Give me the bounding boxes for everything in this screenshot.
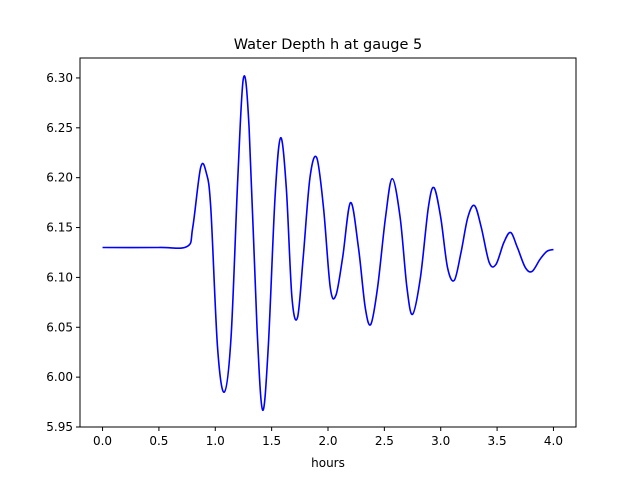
x-tick-label: 2.0 xyxy=(318,434,337,448)
y-tick-label: 6.20 xyxy=(46,171,73,185)
x-tick-label: 1.0 xyxy=(206,434,225,448)
x-tick-label: 2.5 xyxy=(375,434,394,448)
y-tick-label: 6.10 xyxy=(46,270,73,284)
x-axis-label: hours xyxy=(311,456,345,470)
y-tick-label: 6.25 xyxy=(46,121,73,135)
plot-area: 0.0 0.5 1.0 1.5 2.0 2.5 3.0 3.5 4.0 5.95 6.00 6.05 6… xyxy=(46,57,577,448)
y-tick-label: 6.00 xyxy=(46,370,73,384)
x-tick-label: 4.0 xyxy=(544,434,563,448)
y-tick-label: 6.15 xyxy=(46,221,73,235)
x-tick-label: 1.5 xyxy=(262,434,281,448)
x-tick-label: 0.0 xyxy=(93,434,112,448)
x-tick-label: 3.0 xyxy=(431,434,450,448)
y-tick-label: 5.95 xyxy=(46,420,73,434)
x-tick-label: 0.5 xyxy=(149,434,168,448)
series-line-0 xyxy=(102,75,554,411)
y-tick-label: 6.05 xyxy=(46,320,73,334)
x-tick-label: 3.5 xyxy=(488,434,507,448)
chart-title: Water Depth h at gauge 5 xyxy=(234,37,422,53)
y-tick-label: 6.30 xyxy=(46,71,73,85)
